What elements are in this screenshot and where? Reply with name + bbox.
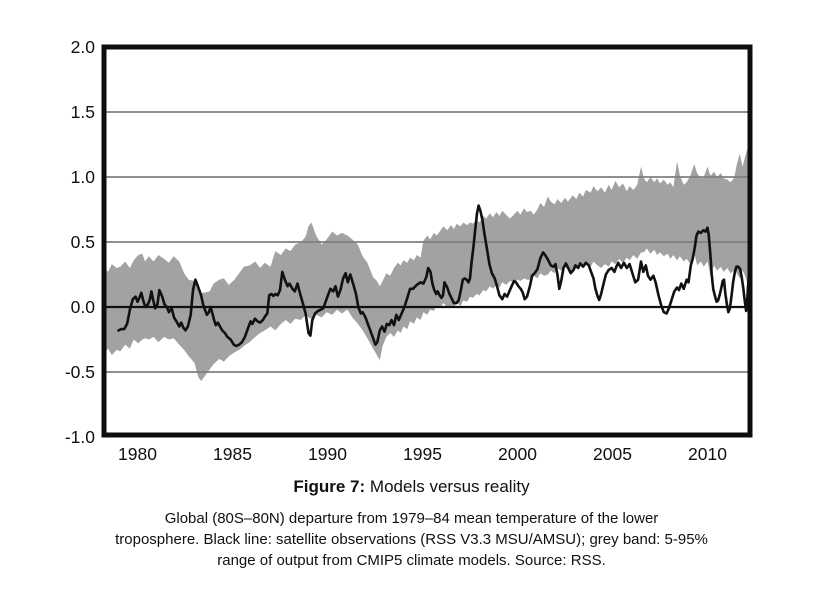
observations-line [117,204,748,348]
y-tick-label: 0.5 [71,232,95,252]
figure-notes: Global (80S–80N) departure from 1979–84 … [0,508,823,571]
temperature-chart: 2.0 1.5 1.0 0.5 0.0 -0.5 -1.0 1980 1985 1990 1995 2… [65,37,753,464]
y-tick-label: -1.0 [65,427,95,447]
figure-caption-label: Figure 7: [293,477,366,496]
plot-frame [101,44,753,438]
figure-caption-title: Models versus reality [369,477,530,496]
x-tick-label: 2010 [688,444,727,464]
figure-notes-line-1: Global (80S–80N) departure from 1979–84 … [164,510,659,527]
y-tick-label: 2.0 [71,37,96,57]
y-tick-label: -0.5 [65,362,95,382]
figure-caption: Figure 7: Models versus reality [0,477,823,497]
x-tick-label: 2000 [498,444,537,464]
model-range-band [106,148,748,382]
x-tick-label: 2005 [593,444,632,464]
x-tick-label: 1985 [213,444,252,464]
x-tick-label: 1990 [308,444,347,464]
y-tick-label: 1.0 [71,167,96,187]
figure-notes-line-2: troposphere. Black line: satellite obser… [115,531,708,548]
x-tick-label: 1980 [118,444,157,464]
y-tick-label: 1.5 [71,102,95,122]
y-tick-label: 0.0 [71,297,96,317]
x-tick-label: 1995 [403,444,442,464]
figure-notes-line-3: range of output from CMIP5 climate model… [217,552,606,569]
